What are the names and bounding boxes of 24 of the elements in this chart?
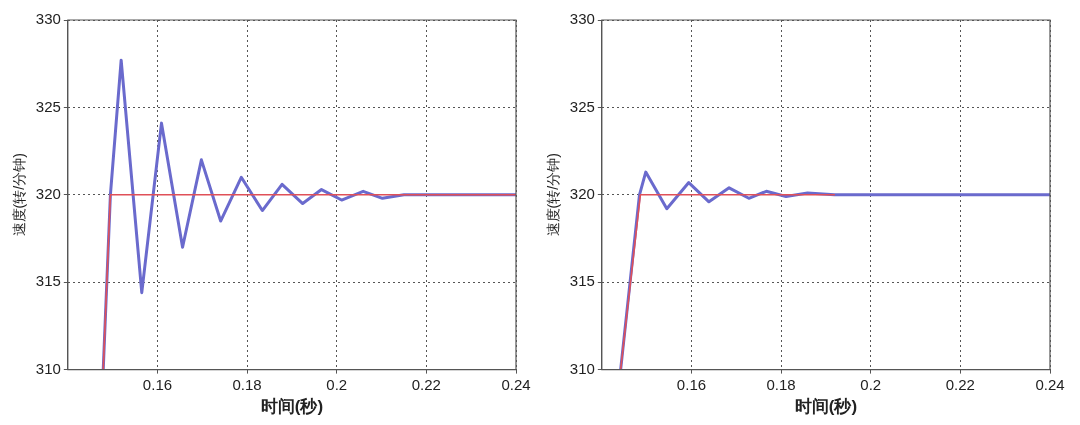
x-tick-label: 0.18 xyxy=(232,375,262,393)
y-tick-label: 330 xyxy=(35,10,61,28)
y-tick-label: 315 xyxy=(569,272,595,290)
y-tick-label: 330 xyxy=(569,10,595,28)
x-axis-title: 时间(秒) xyxy=(260,397,324,417)
x-tick-label: 0.16 xyxy=(142,375,173,393)
y-axis-title: 速度(转/分钟) xyxy=(545,153,562,237)
y-tick-label: 325 xyxy=(35,97,61,115)
x-tick-label: 0.24 xyxy=(501,375,531,393)
y-tick-label: 315 xyxy=(35,272,61,290)
y-tick-label: 325 xyxy=(569,97,595,115)
y-tick-label: 320 xyxy=(35,184,61,202)
x-tick-label: 0.18 xyxy=(766,375,796,393)
y-axis-title: 速度(转/分钟) xyxy=(11,153,28,237)
x-tick-label: 0.16 xyxy=(676,375,707,393)
y-tick-label: 310 xyxy=(569,359,595,377)
x-tick-label: 0.2 xyxy=(326,375,348,393)
x-tick-label: 0.22 xyxy=(411,375,441,393)
x-axis-title: 时间(秒) xyxy=(794,397,858,417)
x-tick-label: 0.22 xyxy=(945,375,975,393)
y-tick-label: 310 xyxy=(35,359,61,377)
y-tick-label: 320 xyxy=(569,184,595,202)
x-tick-label: 0.24 xyxy=(1035,375,1065,393)
x-tick-label: 0.2 xyxy=(860,375,882,393)
